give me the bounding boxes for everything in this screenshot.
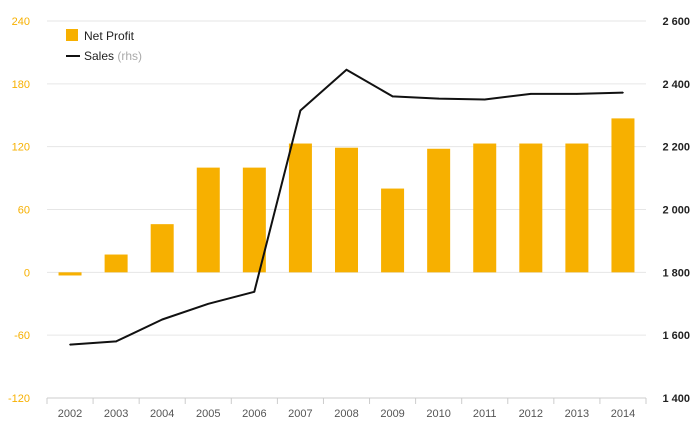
net-profit-bar (335, 147, 358, 273)
legend-label-sales: Sales (rhs) (84, 49, 142, 63)
left-y-axis: 240 180 120 60 0 -60 -120 (8, 16, 30, 405)
right-tick-label: 1 800 (662, 267, 690, 279)
net-profit-bar (473, 143, 497, 273)
net-profit-bar (242, 167, 266, 273)
x-tick-label: 2003 (104, 408, 128, 420)
legend-sales-name: Sales (84, 49, 114, 63)
right-tick-label: 2 600 (662, 16, 690, 28)
net-profit-bar (288, 143, 312, 273)
x-tick-label: 2002 (58, 408, 82, 420)
net-profit-bar (150, 224, 174, 273)
right-y-axis: 2 600 2 400 2 200 2 000 1 800 1 600 1 400 (662, 16, 690, 405)
net-profit-bar (58, 272, 82, 276)
right-tick-label: 1 400 (662, 393, 690, 405)
sales-point (69, 343, 71, 346)
x-tick-label: 2009 (380, 408, 404, 420)
left-tick-label: 120 (12, 142, 30, 154)
x-tick-label: 2005 (196, 408, 220, 420)
left-tick-label: 60 (18, 205, 30, 217)
net-profit-bar (611, 118, 635, 273)
sales-point (345, 68, 348, 71)
sales-point (483, 98, 486, 101)
x-tick-label: 2004 (150, 408, 174, 420)
net-profit-bar (519, 143, 543, 273)
sales-point (207, 302, 210, 305)
right-tick-label: 2 000 (662, 205, 690, 217)
x-tick-label: 2006 (242, 408, 266, 420)
sales-point (299, 109, 302, 112)
legend-sales-note: (rhs) (117, 49, 142, 63)
sales-point (437, 97, 440, 100)
net-profit-bar (196, 167, 220, 273)
left-tick-label: 180 (12, 79, 30, 91)
right-tick-label: 1 600 (662, 330, 690, 342)
right-tick-label: 2 200 (662, 142, 690, 154)
net-profit-bar (381, 188, 405, 273)
legend-swatch-net-profit (66, 29, 78, 41)
legend-label-net-profit: Net Profit (84, 29, 135, 43)
x-tick-label: 2010 (426, 408, 450, 420)
x-tick-label: 2011 (473, 408, 497, 420)
left-tick-label: -60 (14, 330, 30, 342)
x-axis: 2002 2003 2004 2005 2006 2007 2008 2009 2010 2011… (46, 397, 647, 420)
legend: Net Profit Sales (rhs) (66, 29, 142, 63)
right-tick-label: 2 400 (662, 79, 690, 91)
left-tick-label: 0 (24, 267, 30, 279)
left-tick-label: -120 (8, 393, 30, 405)
sales-point (576, 93, 578, 95)
net-profit-bar (104, 254, 128, 273)
x-tick-label: 2012 (519, 408, 543, 420)
sales-point (530, 93, 532, 95)
sales-point (161, 318, 163, 321)
sales-point (391, 95, 394, 98)
net-profit-bar (565, 143, 589, 273)
sales-line-group (69, 68, 624, 346)
x-tick-label: 2008 (334, 408, 358, 420)
sales-point (253, 291, 256, 293)
x-tick-label: 2013 (565, 408, 589, 420)
sales-point (622, 91, 624, 94)
x-tick-label: 2007 (288, 408, 312, 420)
sales-point (115, 340, 117, 343)
net-profit-bars (58, 118, 635, 276)
x-tick-label: 2014 (611, 408, 635, 420)
net-profit-bar (427, 148, 451, 273)
left-tick-label: 240 (12, 16, 30, 28)
